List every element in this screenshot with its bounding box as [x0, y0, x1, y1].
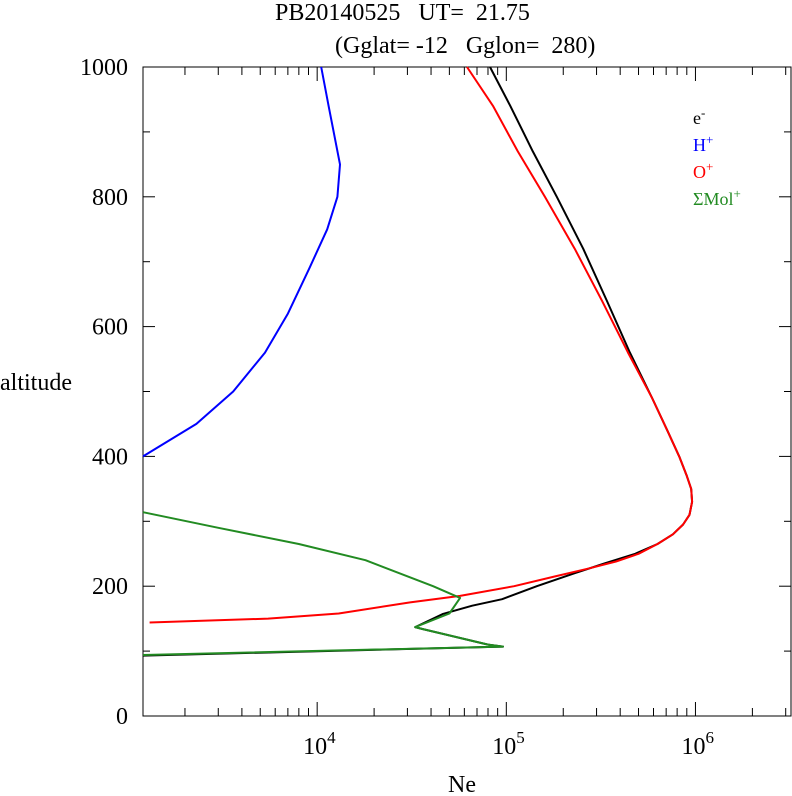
- y-tick-label: 200: [92, 574, 128, 600]
- series-line-ΣMol: [142, 511, 504, 656]
- y-tick-label: 800: [92, 185, 128, 211]
- x-tick-label: 105: [492, 728, 525, 760]
- y-tick-label: 600: [92, 315, 128, 341]
- legend-entry: ΣMol+: [693, 186, 741, 209]
- x-axis: 104 105 106: [184, 67, 787, 760]
- y-tick-label: 1000: [80, 55, 128, 81]
- chart-title-line2: (Gglat= -12 Gglon= 280): [335, 33, 595, 59]
- series-layer: [142, 66, 694, 657]
- series-line-O: [149, 66, 694, 624]
- series-line-H: [142, 66, 341, 458]
- x-tick-label: 104: [303, 728, 336, 760]
- legend-entry: H+: [693, 132, 713, 155]
- legend-entry: e-: [693, 105, 705, 128]
- y-tick-label: 400: [92, 444, 128, 470]
- x-tick-label: 106: [681, 728, 714, 760]
- y-axis-label: altitude: [0, 370, 72, 396]
- legend-entry: O+: [693, 159, 713, 182]
- series-line-e: [142, 66, 694, 657]
- legend: e- H+ O+ ΣMol+: [693, 105, 741, 209]
- chart-title-line1: PB20140525 UT= 21.75: [275, 0, 530, 26]
- y-axis: 0 200 400 600 800 1000: [80, 55, 791, 730]
- y-tick-label: 0: [116, 704, 128, 730]
- x-axis-label: Ne: [448, 772, 476, 796]
